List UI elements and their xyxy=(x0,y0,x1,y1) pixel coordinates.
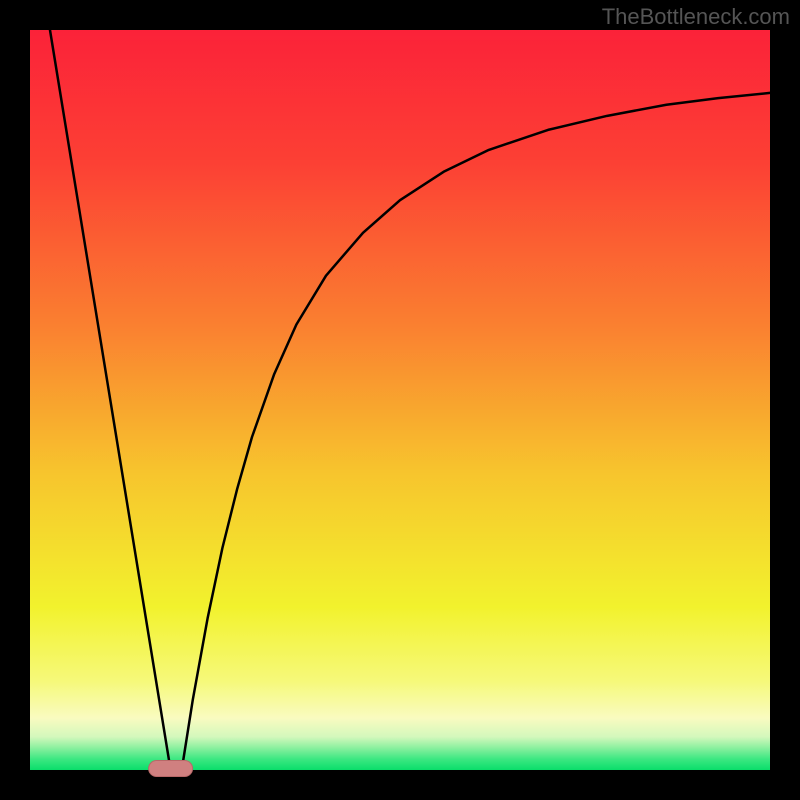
optimal-marker xyxy=(149,761,193,777)
gradient-heatmap xyxy=(30,30,770,770)
chart-root: TheBottleneck.com xyxy=(0,0,800,800)
bottleneck-chart xyxy=(0,0,800,800)
